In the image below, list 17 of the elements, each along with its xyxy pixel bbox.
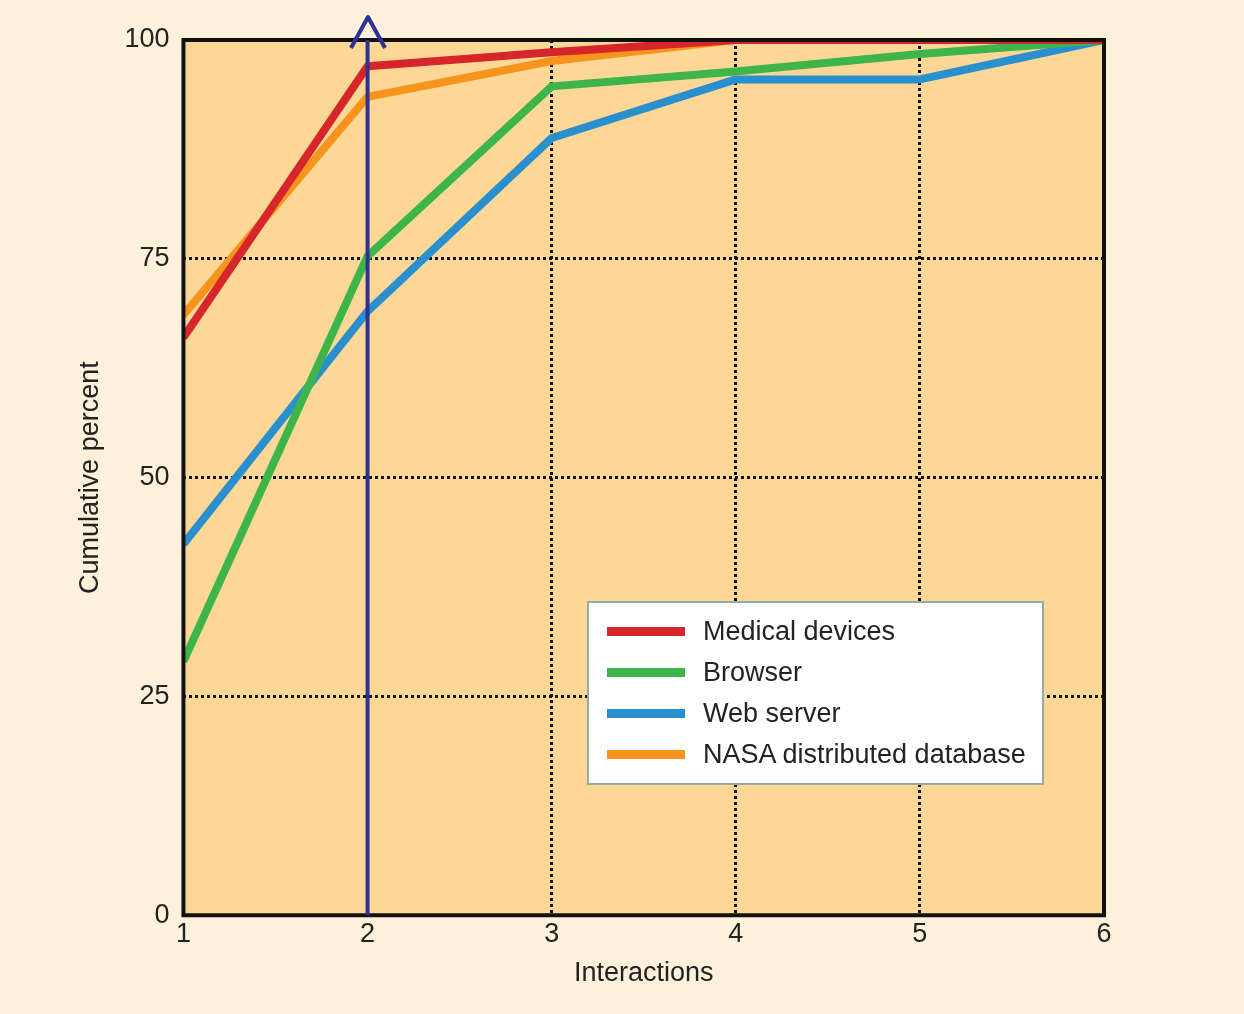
x-tick-label: 3 bbox=[544, 917, 560, 948]
x-axis-title: Interactions bbox=[573, 957, 714, 988]
y-tick-label: 100 bbox=[124, 23, 170, 54]
x-tick-label: 2 bbox=[360, 917, 376, 948]
x-tick-label: 4 bbox=[728, 917, 744, 948]
legend-label: NASA distributed database bbox=[703, 739, 1026, 771]
y-tick-label: 25 bbox=[139, 679, 170, 710]
legend-label: Medical devices bbox=[703, 616, 896, 648]
legend-label: Browser bbox=[703, 657, 803, 689]
y-tick-label: 75 bbox=[139, 242, 170, 273]
y-tick-label: 50 bbox=[139, 461, 170, 492]
y-axis-title: Cumulative percent bbox=[73, 360, 104, 594]
legend-label: Web server bbox=[703, 698, 841, 730]
y-tick-label: 0 bbox=[154, 898, 170, 929]
x-tick-label: 1 bbox=[175, 917, 191, 948]
x-tick-label: 5 bbox=[912, 917, 928, 948]
x-tick-label: 6 bbox=[1096, 917, 1112, 948]
